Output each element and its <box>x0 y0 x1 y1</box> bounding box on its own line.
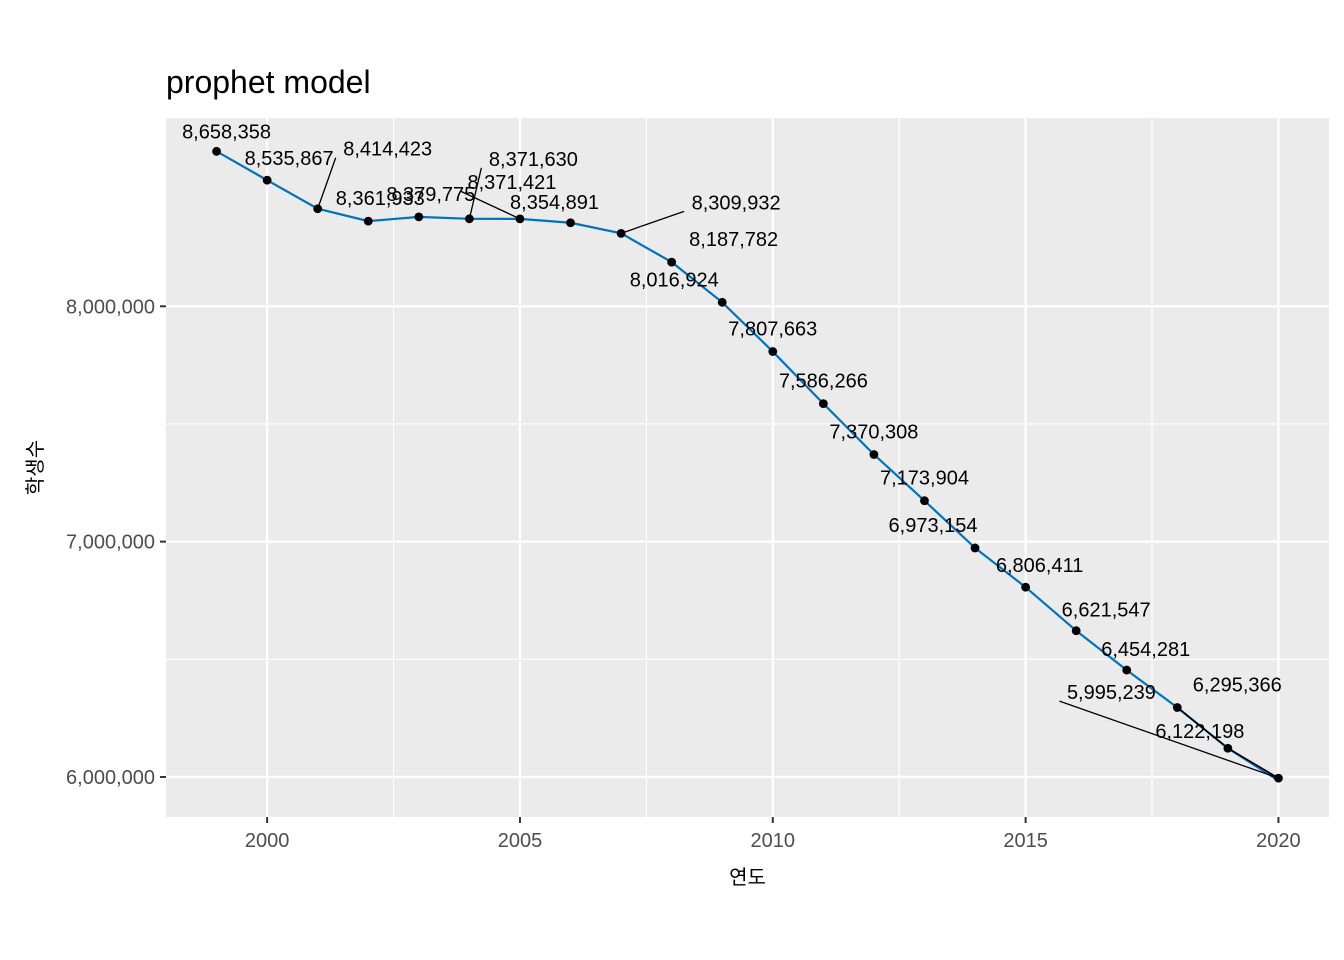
data-point <box>363 216 373 226</box>
panel-background <box>166 118 1329 817</box>
data-point <box>1172 703 1182 712</box>
data-label: 8,535,867 <box>245 148 334 170</box>
data-point <box>1021 582 1031 592</box>
label-leader-line <box>1059 700 1279 779</box>
data-point <box>1071 626 1081 636</box>
data-label: 7,370,308 <box>829 421 918 443</box>
data-label: 6,621,547 <box>1062 600 1151 622</box>
x-tick-label: 2000 <box>245 830 290 852</box>
x-tick-label: 2020 <box>1256 830 1301 852</box>
data-label: 8,354,891 <box>510 192 599 214</box>
data-label: 7,173,904 <box>880 468 969 490</box>
data-label: 8,414,423 <box>343 139 432 161</box>
chart-title: prophet model <box>166 64 371 100</box>
data-label: 8,658,358 <box>182 121 271 143</box>
label-leader-line <box>468 167 483 219</box>
x-tick-label: 2015 <box>1003 830 1048 852</box>
series-line-forecast <box>216 150 1280 782</box>
data-label: 6,122,198 <box>1155 721 1244 743</box>
data-point <box>566 218 575 228</box>
data-point <box>667 257 677 267</box>
data-label: 6,454,281 <box>1101 639 1190 661</box>
data-label: 8,371,630 <box>489 149 578 171</box>
data-label: 7,586,266 <box>779 371 868 393</box>
y-tick-label: 8,000,000 <box>66 296 155 318</box>
data-point <box>262 175 272 185</box>
y-axis-title: 학생수 <box>23 440 47 495</box>
data-label: 8,361,933 <box>336 188 425 210</box>
data-point <box>717 297 727 307</box>
x-tick-label: 2010 <box>751 830 796 852</box>
data-label: 8,309,932 <box>692 192 781 214</box>
data-point <box>414 212 424 222</box>
data-label: 8,379,775 <box>386 184 475 206</box>
data-label: 8,371,421 <box>467 172 556 194</box>
label-leader-line <box>317 157 337 209</box>
data-point <box>1122 665 1132 675</box>
data-label: 6,295,366 <box>1193 674 1282 696</box>
x-tick-label: 2005 <box>498 830 543 852</box>
data-label: 7,807,663 <box>728 319 817 341</box>
data-point <box>970 543 980 553</box>
y-tick-label: 6,000,000 <box>66 767 155 789</box>
data-point <box>869 450 879 459</box>
y-tick-label: 7,000,000 <box>66 532 155 554</box>
data-label: 6,973,154 <box>889 515 978 537</box>
data-point <box>818 399 828 409</box>
data-point <box>212 146 221 156</box>
data-point <box>768 347 778 356</box>
data-point <box>616 228 626 238</box>
data-point <box>920 496 929 506</box>
data-point <box>1223 743 1233 753</box>
data-label: 8,187,782 <box>689 229 778 251</box>
label-leader-line <box>620 210 685 234</box>
data-label: 6,806,411 <box>996 555 1084 577</box>
data-label: 8,016,924 <box>630 269 719 291</box>
x-axis-title: 연도 <box>729 865 766 889</box>
label-leader-line <box>459 190 521 220</box>
data-label: 5,995,239 <box>1067 682 1156 704</box>
